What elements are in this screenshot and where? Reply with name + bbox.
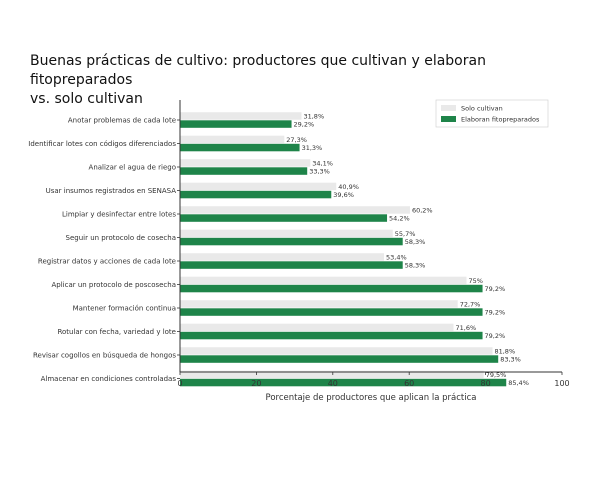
value-label: 58,3% [405,262,426,270]
bar-elaboran [180,214,388,222]
chart-title: Buenas prácticas de cultivo: productores… [30,52,590,109]
bar-solo-cultivan [180,182,337,191]
value-label: 31,3% [302,144,323,152]
value-label: 27,3% [286,136,307,144]
category-label: Almacenar en condiciones controladas [41,375,177,383]
bar-elaboran [180,190,332,199]
bar-elaboran [180,167,308,175]
bar-solo-cultivan [180,300,458,308]
value-label: 39,6% [333,191,354,199]
legend-label: Elaboran fitopreparados [461,116,540,124]
category-label: Mantener formación continua [73,305,176,313]
bar-elaboran [180,284,483,293]
x-tick-label: 80 [481,379,491,388]
value-label: 79,2% [485,309,506,317]
bar-elaboran [180,378,507,387]
legend-label: Solo cultivan [461,105,503,113]
chart-title-line-1: Buenas prácticas de cultivo: productores… [30,53,486,88]
value-label: 81,8% [494,348,515,356]
x-tick-label: 100 [554,379,569,388]
legend-box [435,99,549,128]
value-label: 53,4% [386,254,407,262]
category-label: Limpiar y desinfectar entre lotes [62,211,176,219]
bar-solo-cultivan [180,206,410,214]
value-label: 79,5% [486,371,507,379]
value-label: 55,7% [395,230,416,238]
bar-elaboran [180,120,292,128]
value-label: 34,1% [312,160,333,168]
legend-swatch [441,105,456,111]
bar-solo-cultivan [180,276,467,285]
value-label: 29,2% [294,121,315,129]
bar-elaboran [180,237,403,246]
value-label: 72,7% [460,301,481,309]
value-label: 71,6% [456,324,477,332]
x-tick-label: 0 [177,379,182,388]
bar-elaboran [180,355,499,363]
category-label: Identificar lotes con códigos diferencia… [28,140,176,148]
x-axis-label: Porcentaje de productores que aplican la… [266,393,477,403]
x-tick-label: 20 [251,379,261,388]
value-label: 75% [469,277,483,285]
category-label: Seguir un protocolo de cosecha [66,234,176,242]
value-label: 40,9% [338,183,359,191]
bar-solo-cultivan [180,323,454,332]
category-label: Revisar cogollos en búsqueda de hongos [33,352,176,360]
bar-solo-cultivan [180,347,493,355]
value-label: 79,2% [485,285,506,293]
category-label: Anotar problemas de cada lote [68,117,176,125]
value-label: 31,8% [303,113,324,121]
bar-solo-cultivan [180,229,393,238]
category-label: Usar insumos registrados en SENASA [46,187,177,195]
x-tick-label: 60 [404,379,414,388]
value-label: 85,4% [508,379,529,387]
bar-solo-cultivan [180,135,285,144]
bar-solo-cultivan [180,112,302,120]
bar-solo-cultivan [180,370,484,379]
category-label: Registrar datos y acciones de cada lote [38,258,176,266]
legend-swatch [441,116,456,122]
value-label: 58,3% [405,238,426,246]
value-label: 83,3% [500,356,521,364]
value-label: 79,2% [485,332,506,340]
value-label: 60,2% [412,207,433,215]
category-label: Aplicar un protocolo de poscosecha [51,281,176,289]
x-tick-label: 40 [328,379,338,388]
bar-elaboran [180,331,483,340]
bar-solo-cultivan [180,253,384,261]
bar-solo-cultivan [180,159,311,167]
bar-elaboran [180,143,300,152]
chart-title-line-2: vs. solo cultivan [30,91,143,107]
value-label: 33,3% [309,168,330,176]
category-label: Analizar el agua de riego [89,164,176,172]
value-label: 54,2% [389,215,410,223]
bar-elaboran [180,308,483,316]
category-label: Rotular con fecha, variedad y lote [57,328,176,336]
bar-elaboran [180,261,403,269]
